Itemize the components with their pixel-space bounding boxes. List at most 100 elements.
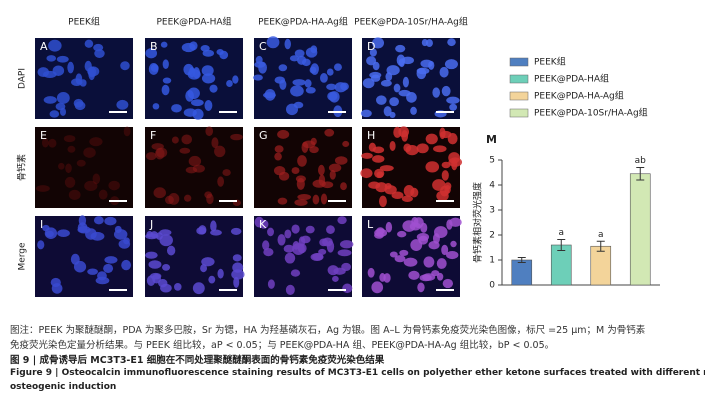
cell — [166, 245, 176, 256]
micrograph — [35, 127, 133, 208]
column-header: PEEK@PDA-HA-Ag组 — [258, 16, 348, 28]
cell — [431, 270, 440, 277]
cell — [51, 283, 63, 294]
cell — [44, 227, 58, 240]
cell — [362, 78, 375, 89]
cell — [89, 137, 103, 147]
panel-letter: G — [259, 129, 268, 142]
cell — [159, 234, 173, 247]
cell — [326, 68, 334, 76]
cell — [446, 96, 460, 104]
cell — [273, 166, 286, 176]
cell — [159, 229, 172, 236]
cell — [48, 39, 62, 52]
cell — [333, 63, 342, 71]
cell — [285, 284, 295, 295]
cell — [37, 240, 45, 250]
y-tick-label: 3 — [489, 206, 495, 216]
cell — [403, 257, 418, 267]
cell — [277, 129, 290, 139]
legend-label: PEEK@PDA-10Sr/HA-Ag组 — [534, 107, 648, 119]
cell — [379, 195, 387, 208]
cell — [161, 84, 170, 96]
cell — [201, 257, 215, 267]
cell — [394, 255, 406, 263]
cell — [277, 197, 288, 205]
cell — [301, 141, 309, 153]
cell — [395, 44, 406, 53]
significance-label: a — [598, 230, 604, 240]
error-bar — [557, 239, 566, 251]
cell — [41, 138, 49, 148]
cell — [441, 244, 449, 256]
cell — [284, 229, 292, 239]
cell — [322, 237, 333, 247]
cell — [278, 64, 288, 72]
cell — [447, 38, 456, 47]
cell — [290, 269, 301, 277]
cell — [156, 147, 168, 158]
cell — [153, 187, 166, 199]
cell — [372, 155, 385, 163]
cell — [406, 92, 417, 103]
cell — [379, 165, 394, 172]
cell — [342, 140, 350, 148]
cell — [202, 49, 215, 57]
cell — [283, 244, 295, 253]
cell — [284, 252, 296, 264]
cell — [441, 161, 451, 169]
cell — [204, 99, 213, 111]
panel-letter: K — [259, 218, 267, 231]
y-tick-label: 5 — [489, 156, 495, 166]
cell — [152, 103, 160, 110]
cell — [63, 135, 76, 143]
legend-swatch — [509, 108, 529, 118]
cell — [263, 248, 274, 257]
cell — [92, 173, 101, 185]
cell — [371, 281, 384, 294]
cell — [93, 216, 104, 225]
cell — [150, 272, 162, 280]
cell — [339, 240, 354, 249]
cell — [253, 74, 263, 81]
cell — [183, 194, 192, 202]
cell — [368, 181, 381, 189]
row-label: Merge — [18, 242, 28, 271]
cell — [397, 230, 407, 238]
cell — [305, 86, 316, 94]
cell — [52, 65, 65, 76]
cell — [84, 39, 94, 48]
cell — [181, 42, 196, 53]
legend-swatch — [509, 74, 529, 84]
cell — [104, 216, 117, 226]
cell — [181, 134, 193, 145]
caption-note: 图注：PEEK 为聚醚醚酮，PDA 为聚多巴胺，Sr 为锶，HA 为羟基磷灰石，… — [10, 325, 646, 336]
cell — [43, 96, 57, 104]
panel-letter: C — [259, 40, 267, 53]
cell — [389, 251, 398, 258]
cell — [417, 282, 425, 293]
cell — [433, 145, 447, 153]
cell — [210, 220, 217, 232]
cell — [68, 189, 81, 200]
cell — [37, 67, 50, 78]
cell — [103, 263, 114, 273]
cell — [74, 101, 86, 111]
cell — [310, 63, 319, 75]
cell — [88, 68, 96, 81]
cell — [326, 225, 335, 234]
cell — [436, 190, 449, 202]
cell — [420, 222, 428, 233]
cell — [332, 275, 339, 282]
cell — [64, 176, 76, 188]
cell — [402, 76, 409, 88]
cell — [305, 47, 318, 58]
cell — [162, 59, 169, 69]
cell — [297, 155, 307, 167]
cell — [97, 271, 107, 281]
cell — [179, 147, 191, 154]
cell — [383, 106, 392, 117]
cell — [284, 38, 291, 50]
cell — [304, 79, 312, 88]
